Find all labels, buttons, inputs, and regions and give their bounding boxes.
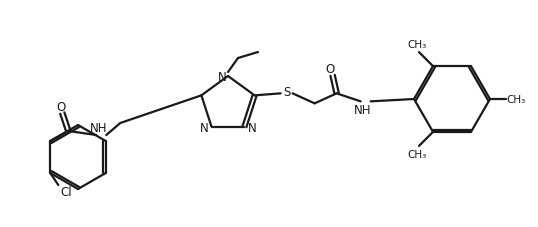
- Text: CH₃: CH₃: [506, 95, 526, 105]
- Text: CH₃: CH₃: [407, 40, 427, 50]
- Text: N: N: [218, 70, 226, 83]
- Text: CH₃: CH₃: [407, 149, 427, 159]
- Text: NH: NH: [354, 103, 371, 116]
- Text: NH: NH: [89, 122, 107, 135]
- Text: O: O: [56, 100, 66, 113]
- Text: N: N: [248, 122, 257, 135]
- Text: Cl: Cl: [60, 185, 72, 198]
- Text: N: N: [200, 122, 209, 135]
- Text: S: S: [283, 86, 291, 99]
- Text: O: O: [325, 63, 334, 76]
